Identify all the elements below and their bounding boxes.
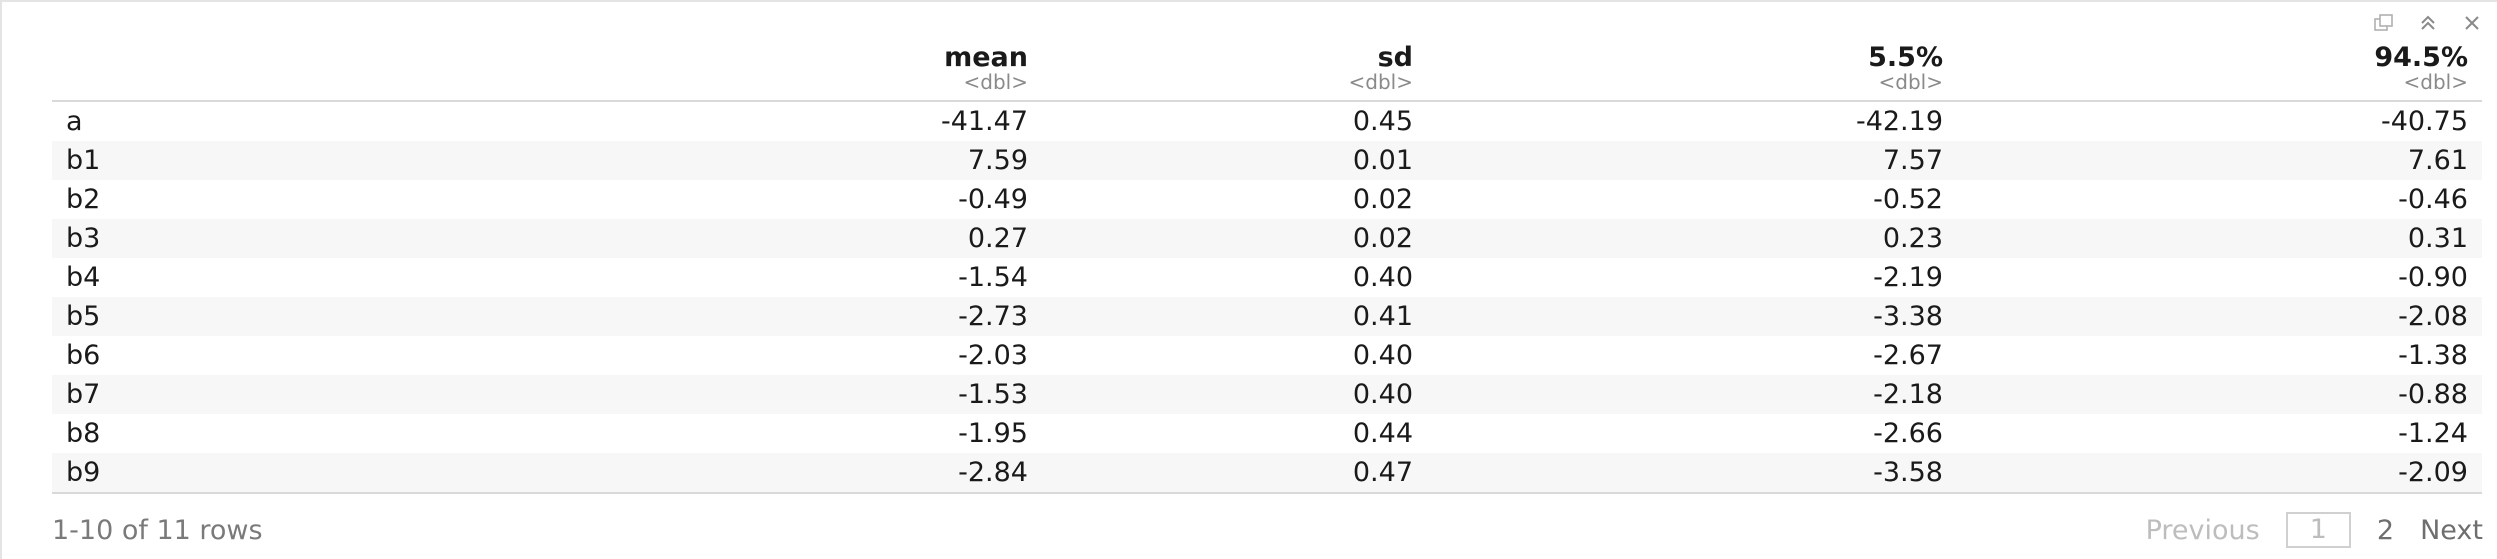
column-header-label: sd [1377,42,1413,73]
table-cell: 0.41 [1042,297,1427,336]
table-cell: -2.18 [1427,375,1957,414]
row-name-cell: a [66,106,83,137]
table-cell: 0.44 [1352,418,1413,449]
table-cell: -2.19 [1873,262,1943,293]
data-table: mean <dbl> sd <dbl> 5.5% <dbl> 94.5% <db… [52,44,2482,494]
table-cell: -1.54 [958,262,1028,293]
column-header-label: mean [944,42,1028,73]
table-row: b4 -1.54 0.40 -2.19 -0.90 [52,258,2482,297]
table-cell: 0.31 [1957,219,2482,258]
table-cell: 0.01 [1042,141,1427,180]
column-header-sd[interactable]: sd <dbl> [1042,42,1427,102]
table-cell: -42.19 [1855,106,1943,137]
table-cell: 0.40 [1352,340,1413,371]
table-cell: 7.61 [1957,141,2482,180]
column-header-label: 94.5% [2374,42,2468,73]
table-cell: -0.49 [958,184,1028,215]
column-header-94-5[interactable]: 94.5% <dbl> [1957,42,2482,102]
table-cell: -1.53 [622,375,1042,414]
popout-icon[interactable] [2373,12,2395,34]
table-cell: -3.58 [1427,453,1957,494]
viewer-toolbar [2373,12,2483,34]
column-header-rownames[interactable] [52,44,622,102]
page-1-button[interactable]: 1 [2285,512,2351,548]
table-cell: -1.95 [958,418,1028,449]
table-row: b2 -0.49 0.02 -0.52 -0.46 [52,180,2482,219]
row-count-info: 1-10 of 11 rows [52,514,263,546]
table-cell: 7.57 [1427,141,1957,180]
row-name-cell: b6 [66,340,101,371]
table-cell: -2.09 [1957,453,2482,494]
column-type-label: <dbl> [2403,70,2468,94]
column-type-label: <dbl> [963,70,1028,94]
table-cell: -2.66 [1873,418,1943,449]
header-row: mean <dbl> sd <dbl> 5.5% <dbl> 94.5% <db… [52,42,2482,102]
column-type-label: <dbl> [1348,70,1413,94]
table-row: b3 0.27 0.02 0.23 0.31 [52,219,2482,258]
table-cell: -2.08 [1957,297,2482,336]
table-cell: 0.23 [1427,219,1957,258]
table-cell: 0.40 [1352,262,1413,293]
row-name-cell: b2 [66,184,101,215]
table-cell: 0.02 [1042,219,1427,258]
table-row: b7 -1.53 0.40 -2.18 -0.88 [52,375,2482,414]
next-button[interactable]: Next [2420,514,2483,546]
table-row: b5 -2.73 0.41 -3.38 -2.08 [52,297,2482,336]
column-header-5-5[interactable]: 5.5% <dbl> [1427,42,1957,102]
table-cell: -1.38 [2398,340,2468,371]
table-cell: 0.02 [1352,184,1413,215]
table-cell: -41.47 [940,106,1028,137]
table-row: a -41.47 0.45 -42.19 -40.75 [52,101,2482,141]
table-footer: 1-10 of 11 rows Previous 1 2 Next [52,512,2483,548]
column-type-label: <dbl> [1878,70,1943,94]
pagination: Previous 1 2 Next [2146,512,2483,548]
table-cell: -3.38 [1427,297,1957,336]
table-cell: -2.73 [622,297,1042,336]
table-cell: -2.03 [958,340,1028,371]
table-cell: -2.84 [622,453,1042,494]
row-name-cell: b1 [52,141,622,180]
row-name-cell: b9 [52,453,622,494]
table-cell: -0.88 [1957,375,2482,414]
close-icon[interactable] [2461,12,2483,34]
table-cell: -0.52 [1873,184,1943,215]
table-row: b1 7.59 0.01 7.57 7.61 [52,141,2482,180]
column-header-label: 5.5% [1868,42,1943,73]
collapse-icon[interactable] [2417,12,2439,34]
table-cell: 0.45 [1352,106,1413,137]
row-name-cell: b7 [52,375,622,414]
row-name-cell: b8 [66,418,101,449]
table-cell: -1.24 [2398,418,2468,449]
row-name-cell: b4 [66,262,101,293]
table-cell: 7.59 [622,141,1042,180]
row-name-cell: b5 [52,297,622,336]
row-name-cell: b3 [52,219,622,258]
table-cell: 0.27 [622,219,1042,258]
table-cell: -0.46 [2398,184,2468,215]
table-row: b9 -2.84 0.47 -3.58 -2.09 [52,453,2482,494]
page-2-button[interactable]: 2 [2376,514,2395,546]
table-cell: 0.47 [1042,453,1427,494]
table-cell: -40.75 [2380,106,2468,137]
column-header-mean[interactable]: mean <dbl> [622,42,1042,102]
table-cell: -0.90 [2398,262,2468,293]
table-cell: 0.40 [1042,375,1427,414]
previous-button[interactable]: Previous [2145,514,2260,546]
table-row: b6 -2.03 0.40 -2.67 -1.38 [52,336,2482,375]
table-row: b8 -1.95 0.44 -2.66 -1.24 [52,414,2482,453]
table-cell: -2.67 [1873,340,1943,371]
